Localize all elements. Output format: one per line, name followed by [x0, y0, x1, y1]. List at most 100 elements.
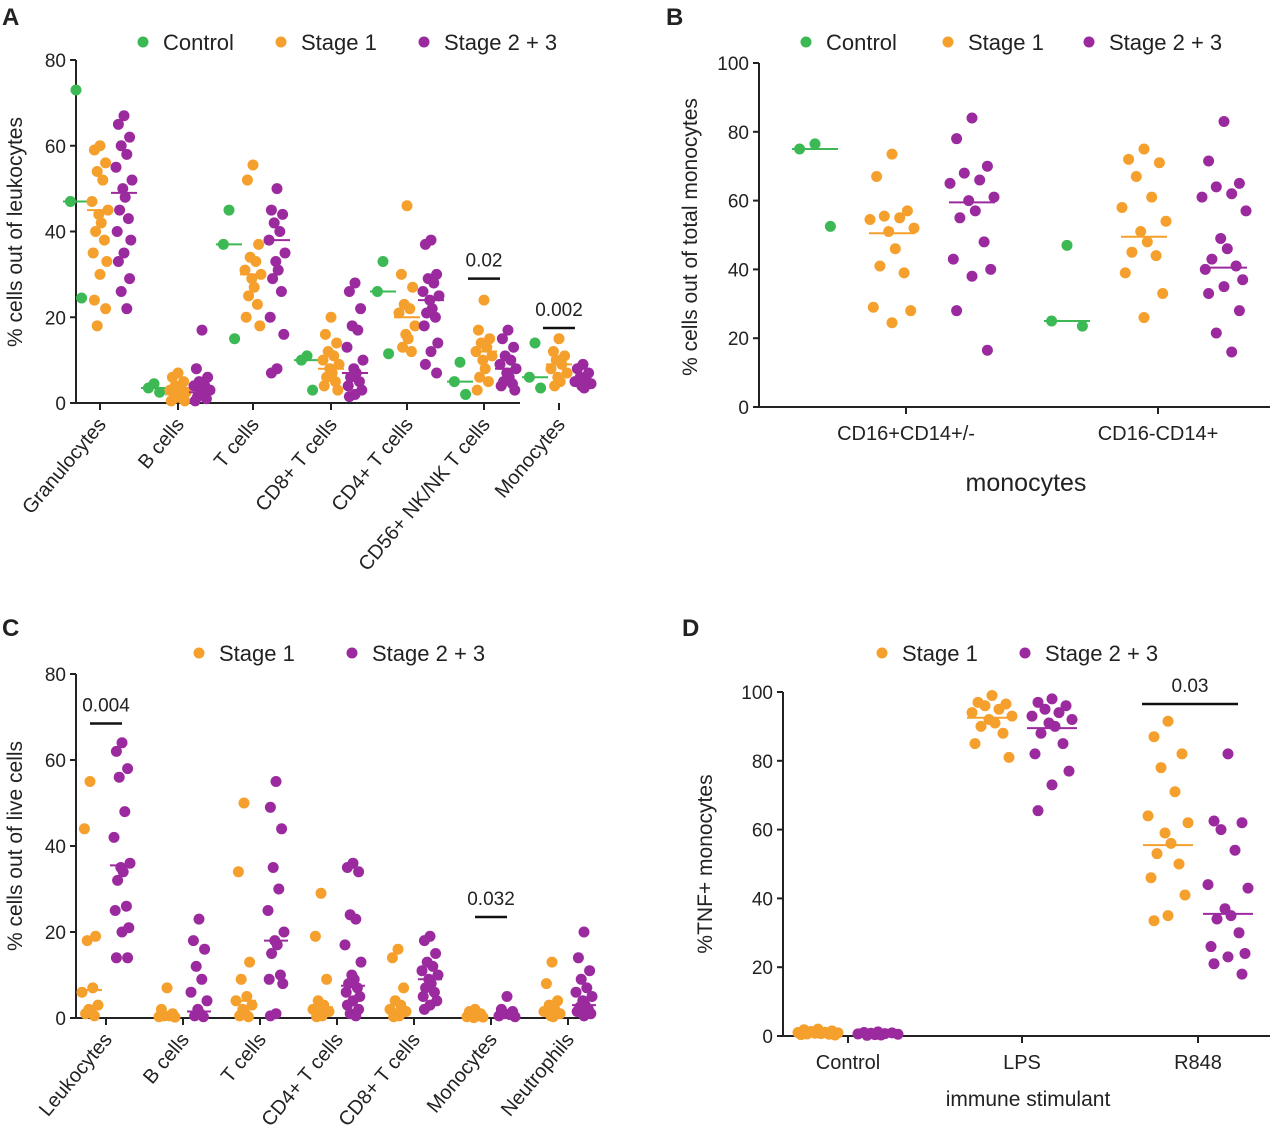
panel-b: B 0 20 40 60 80 100 % cells out of total monocy…	[666, 4, 1270, 497]
legend-label: Stage 2 + 3	[372, 641, 485, 666]
data-point	[321, 973, 333, 985]
data-point	[1173, 858, 1185, 870]
data-point	[307, 384, 319, 396]
data-point	[87, 982, 99, 994]
data-point	[478, 294, 490, 306]
data-point	[340, 986, 352, 998]
data-point	[1155, 762, 1167, 774]
data-point	[341, 341, 353, 353]
data-point	[878, 210, 890, 222]
data-point	[241, 174, 253, 186]
data-point	[112, 256, 124, 268]
data-point	[100, 303, 112, 315]
data-point	[540, 978, 552, 990]
data-point	[578, 382, 590, 394]
data-point	[278, 926, 290, 938]
category-label: Leukocytes	[35, 1029, 117, 1121]
p-value-label: 0.03	[1172, 676, 1209, 697]
data-point	[978, 236, 990, 248]
data-point	[886, 148, 898, 160]
data-point	[570, 986, 582, 998]
data-point	[229, 333, 241, 345]
data-point	[1233, 177, 1245, 189]
category-label: Monocytes	[423, 1029, 502, 1117]
y-tick-label: 0	[762, 1027, 773, 1048]
data-point	[1119, 267, 1131, 279]
data-point	[223, 204, 235, 216]
data-point	[263, 973, 275, 985]
data-point	[262, 905, 274, 916]
data-point	[578, 926, 590, 938]
data-point	[824, 220, 836, 232]
data-point	[270, 776, 282, 787]
data-point	[264, 1010, 276, 1022]
series-stage23	[110, 110, 597, 407]
data-point	[265, 204, 277, 216]
category-label: B cells	[139, 1029, 194, 1088]
data-point	[1179, 889, 1191, 901]
data-point	[331, 337, 343, 349]
data-point	[581, 982, 593, 994]
legend-label: Stage 2 + 3	[1045, 641, 1158, 666]
data-point	[87, 247, 99, 259]
data-point	[1162, 715, 1174, 727]
y-tick-label: 40	[45, 837, 66, 858]
data-point	[1123, 153, 1135, 165]
legend-marker	[876, 647, 888, 659]
data-point	[429, 311, 441, 323]
data-point	[113, 771, 125, 783]
data-point	[345, 371, 357, 383]
category-label: R848	[1174, 1052, 1222, 1074]
data-point	[553, 333, 565, 345]
data-point	[951, 133, 963, 145]
data-point	[417, 991, 429, 1002]
y-axis-label: % cells out of live cells	[4, 741, 27, 951]
data-point	[471, 384, 483, 396]
data-point	[571, 363, 583, 375]
y-tick-label: 80	[45, 665, 66, 686]
data-point	[1206, 253, 1218, 265]
data-point	[586, 991, 598, 1002]
panel-letter: D	[682, 615, 699, 642]
data-point	[418, 1003, 430, 1015]
legend-label: Stage 1	[968, 30, 1044, 55]
data-point	[418, 935, 430, 947]
data-point	[861, 1029, 873, 1041]
p-value-label: 0.004	[82, 695, 130, 716]
legend-label: Control	[163, 30, 234, 55]
data-point	[966, 270, 978, 282]
data-point	[270, 256, 282, 268]
data-point	[1208, 958, 1220, 970]
data-point	[886, 317, 898, 329]
data-point	[502, 324, 514, 336]
data-point	[357, 354, 369, 366]
category-label: T cells	[217, 1029, 271, 1087]
data-point	[809, 138, 821, 150]
data-point	[479, 363, 491, 375]
data-point	[1210, 327, 1222, 339]
data-point	[115, 140, 127, 152]
data-point	[244, 956, 256, 968]
data-point	[1240, 205, 1252, 217]
data-point	[1141, 236, 1153, 248]
y-tick-label: 20	[45, 923, 66, 944]
data-point	[1239, 947, 1251, 959]
data-point	[395, 268, 407, 280]
data-point	[1135, 226, 1147, 238]
data-point	[88, 294, 100, 306]
data-point	[867, 301, 879, 313]
data-point	[110, 161, 122, 173]
data-point	[981, 160, 993, 172]
data-point	[200, 393, 212, 405]
data-point	[875, 1029, 887, 1041]
y-tick-label: 40	[752, 889, 773, 910]
data-point	[432, 969, 444, 981]
data-point	[428, 986, 440, 998]
data-point	[829, 1029, 841, 1041]
data-point	[116, 926, 128, 938]
data-point	[1126, 246, 1138, 258]
axes	[70, 673, 588, 1025]
data-point	[1218, 281, 1230, 293]
data-point	[165, 395, 177, 407]
series-stage23	[108, 737, 598, 1023]
